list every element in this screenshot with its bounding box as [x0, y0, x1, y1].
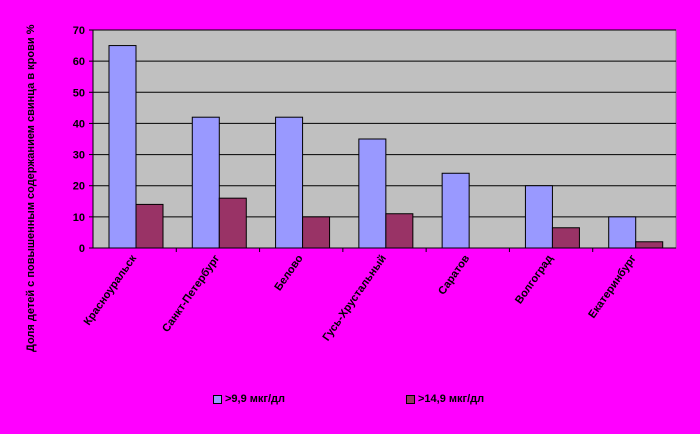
y-tick-label: 30 — [73, 150, 85, 162]
bar-series-2 — [135, 203, 164, 249]
x-tick-label: Гусь-Хрустальный — [321, 253, 389, 344]
bar-series-2 — [635, 241, 664, 249]
bar-series-1 — [524, 185, 553, 249]
legend-label-series-1: >9,9 мкг/дл — [225, 393, 286, 405]
bar-series-1 — [441, 172, 470, 249]
x-tick-label: Екатеринбург — [586, 252, 639, 320]
x-tick-label: Волгоград — [513, 253, 555, 307]
y-tick-label: 40 — [73, 118, 85, 130]
legend-swatch-series-1 — [213, 394, 222, 404]
x-tick-label: Красноуральск — [82, 252, 140, 327]
y-tick-label: 70 — [73, 25, 85, 37]
bar-series-2 — [385, 213, 414, 249]
bar-series-1 — [191, 116, 220, 249]
bar-series-1 — [108, 45, 137, 249]
x-tick-label: Санкт-Петербург — [160, 252, 223, 334]
y-tick-label: 20 — [73, 181, 85, 193]
legend-item-series-2: >14,9 мкг/дл — [406, 393, 484, 405]
legend-item-series-1: >9,9 мкг/дл — [213, 393, 285, 405]
bar-series-1 — [358, 138, 387, 249]
bar-series-1 — [275, 116, 304, 249]
y-tick-label: 10 — [73, 212, 85, 224]
bar-series-2 — [302, 216, 331, 249]
x-tick-label: Белово — [272, 253, 305, 294]
y-tick-label: 0 — [79, 243, 85, 255]
bars — [108, 45, 664, 249]
legend-swatch-series-2 — [406, 394, 415, 404]
bar-series-1 — [608, 216, 637, 249]
bar-series-2 — [218, 197, 247, 249]
legend-label-series-2: >14,9 мкг/дл — [418, 393, 485, 405]
y-tick-label: 50 — [73, 87, 85, 99]
gridlines — [93, 29, 676, 218]
y-tick-label: 60 — [73, 56, 85, 68]
y-axis-title: Доля детей с повышенным содержанием свин… — [25, 24, 37, 352]
x-tick-label: Саратов — [436, 253, 472, 298]
bar-series-2 — [551, 227, 580, 249]
